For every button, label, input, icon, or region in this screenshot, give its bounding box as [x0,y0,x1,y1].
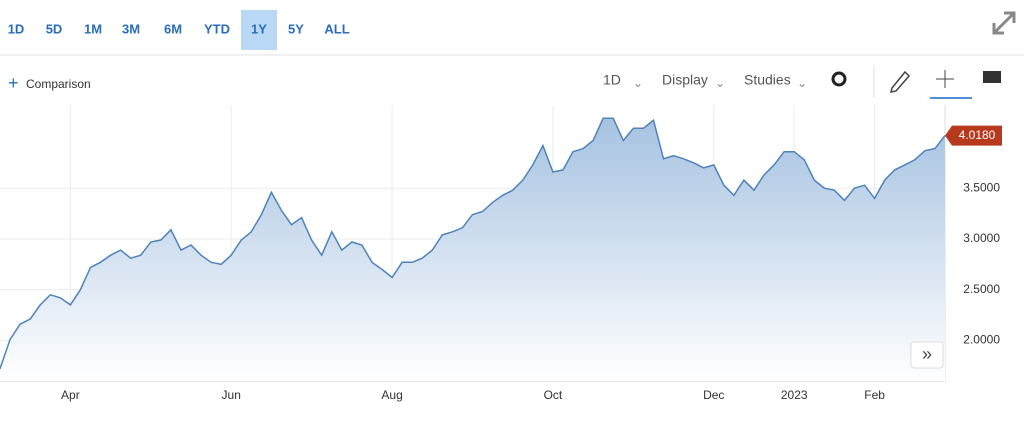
studies-button[interactable]: Studies [744,72,791,88]
range-button[interactable]: 5Y [288,21,304,36]
range-button[interactable]: 5D [46,21,63,36]
x-tick-label: Jun [222,388,241,402]
y-tick-label: 3.5000 [963,180,1000,194]
crosshair-icon[interactable] [936,70,954,88]
y-tick-label: 2.0000 [963,333,1000,347]
range-button[interactable]: 3M [122,21,140,36]
range-button[interactable]: 6M [164,21,182,36]
x-tick-label: Aug [381,388,402,402]
chevron: ⌄ [715,76,725,90]
range-button[interactable]: 1M [84,21,102,36]
area [0,118,945,381]
x-tick-label: Oct [544,388,563,402]
draw-icon[interactable] [889,70,911,93]
range-button[interactable]: 1Y [251,21,267,36]
comparison-button[interactable]: Comparison [26,77,91,91]
last-price-marker [945,125,1002,146]
chevron: ⌄ [797,76,807,90]
last-price-label: 4.0180 [959,128,996,142]
x-tick-label: Apr [61,388,80,402]
scroll-icon: » [922,344,932,364]
y-tick-label: 2.5000 [963,282,1000,296]
settings-icon[interactable] [831,71,847,87]
range-button[interactable]: 1D [8,21,25,36]
range-active [241,10,277,50]
x-tick-label: 2023 [781,388,808,402]
range-button[interactable]: ALL [324,21,349,36]
scroll-button[interactable] [910,341,944,369]
expand-icon[interactable] [992,11,1016,35]
interval-button[interactable]: 1D [603,72,621,88]
range-button[interactable]: YTD [204,21,230,36]
x-tick-label: Feb [864,388,885,402]
y-tick-label: 3.0000 [963,231,1000,245]
comment-icon[interactable] [983,71,1001,83]
x-tick-label: Dec [703,388,724,402]
line [0,117,946,370]
plus-icon[interactable]: + [8,73,19,93]
chevron: ⌄ [633,76,643,90]
display-button[interactable]: Display [662,72,708,88]
